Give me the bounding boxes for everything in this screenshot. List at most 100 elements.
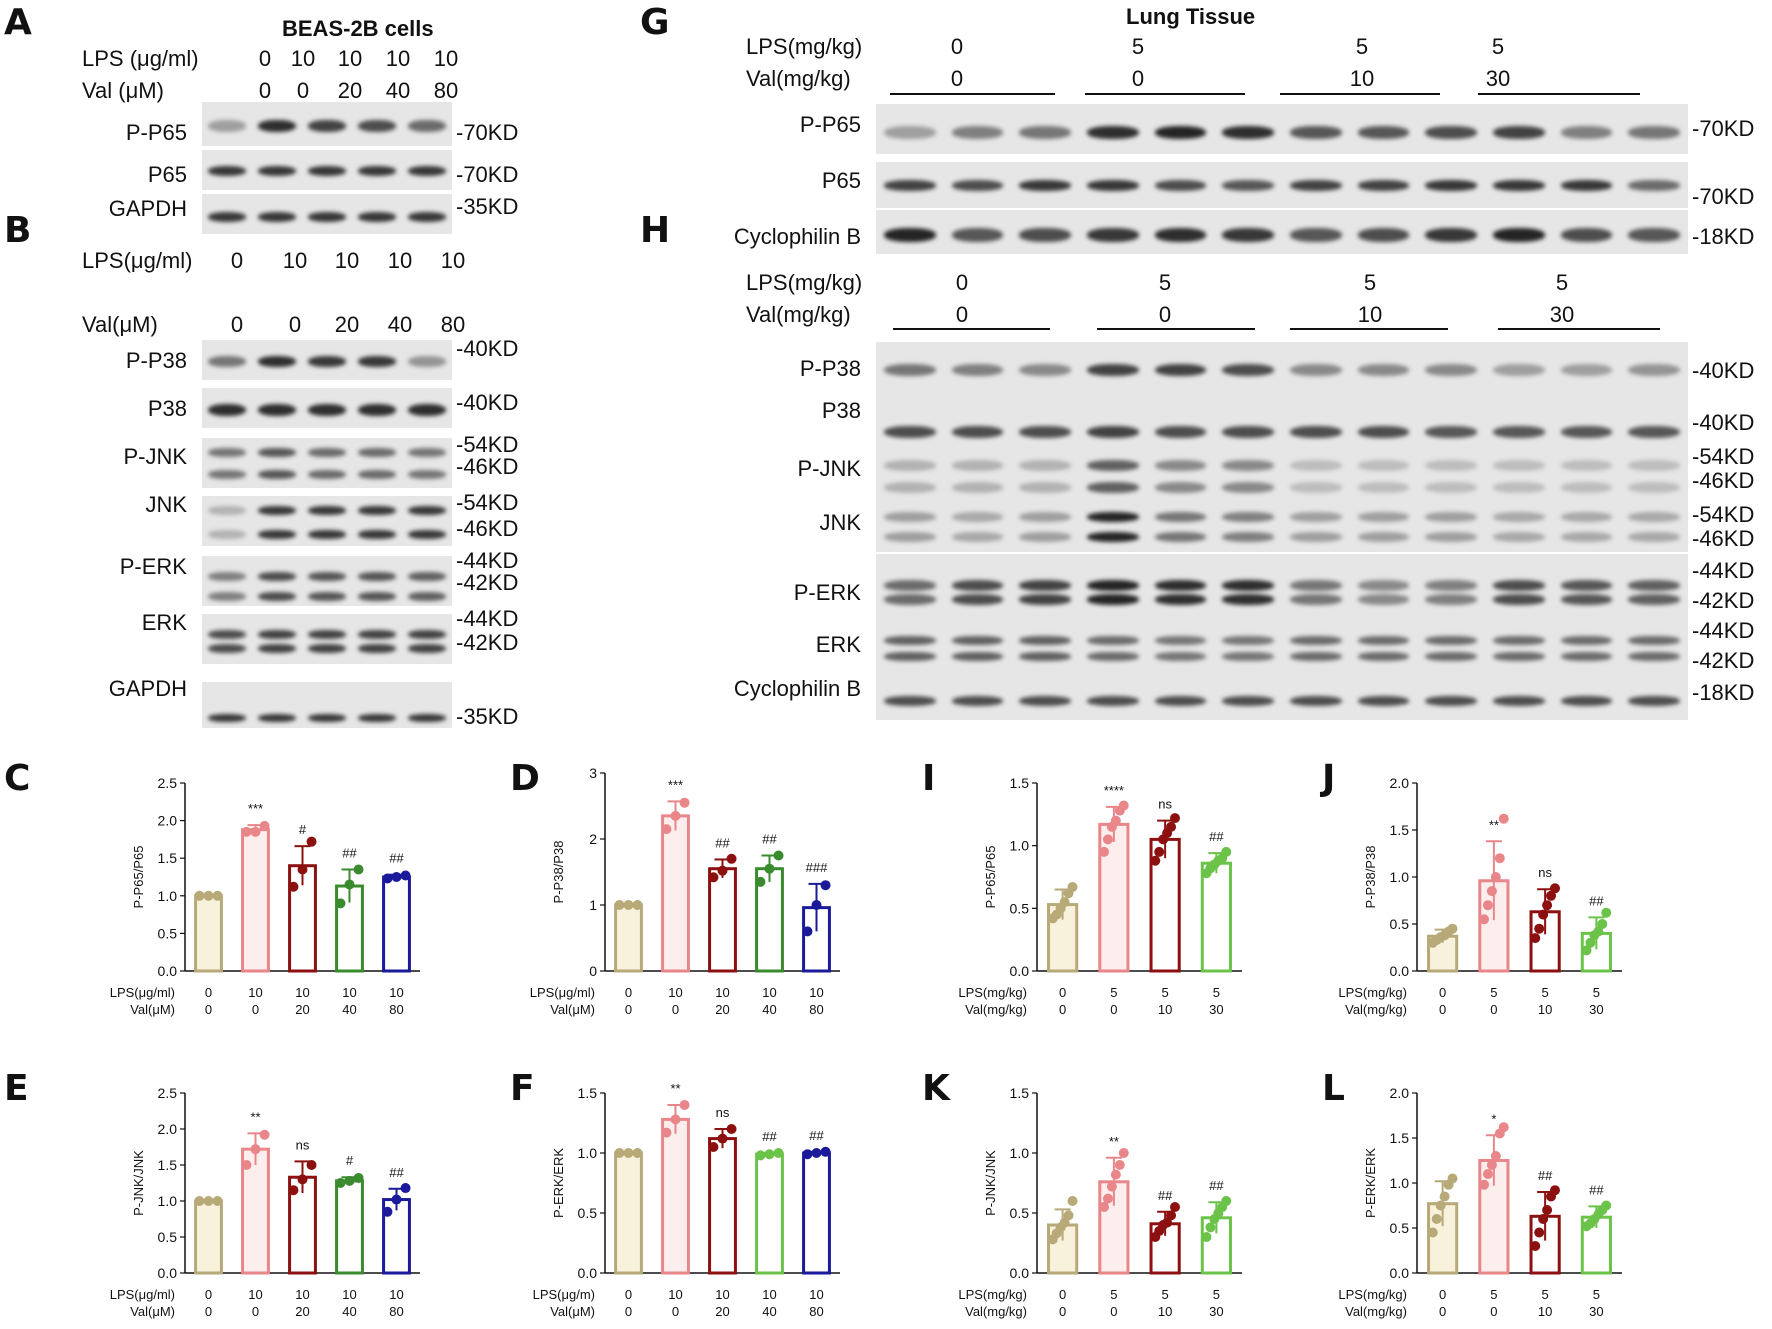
panel-a-blot-strip (202, 102, 452, 146)
data-point (755, 1150, 766, 1161)
panel-h-group-line (1498, 328, 1660, 330)
blot-band (1425, 580, 1477, 591)
blot-band (1560, 636, 1613, 645)
data-point (1067, 1196, 1078, 1206)
blot-band (408, 506, 446, 515)
data-point (717, 1133, 728, 1144)
data-point (1118, 1148, 1129, 1158)
panel-letter-j: J (1322, 758, 1336, 799)
data-point (1498, 813, 1509, 824)
significance-label: ** (250, 1109, 260, 1124)
x-lps-value: 10 (248, 1287, 262, 1302)
blot-band (1019, 594, 1071, 605)
blot-band (1357, 482, 1410, 493)
x-lps-value: 10 (668, 1287, 682, 1302)
x-lps-value: 10 (389, 1287, 403, 1302)
blot-band (1425, 512, 1477, 522)
x-lps-value: 5 (1162, 985, 1169, 1000)
significance-label: ## (762, 832, 777, 847)
bar (708, 1137, 737, 1275)
blot-band (1628, 460, 1680, 471)
data-point (382, 873, 393, 884)
data-point (811, 900, 822, 910)
blot-band (1560, 126, 1613, 139)
blot-band (1154, 228, 1207, 242)
blot-band (1357, 460, 1410, 471)
data-point (1482, 1169, 1493, 1179)
panel-g-blot-label: P65 (821, 168, 861, 193)
blot-band (884, 460, 936, 471)
y-tick-label: 1 (589, 897, 597, 913)
panel-g-lps-value: 5 (1491, 34, 1505, 59)
blot-band (1290, 594, 1342, 605)
blot-band (308, 470, 346, 479)
bar (1149, 1222, 1181, 1275)
panel-b-blot-strip (202, 438, 452, 488)
blot-band (308, 630, 346, 639)
y-tick-label: 0.0 (1010, 963, 1030, 979)
data-point (288, 881, 299, 892)
data-point (1546, 890, 1557, 901)
data-point (623, 1148, 634, 1158)
significance-label: ## (762, 1129, 777, 1144)
data-point (1059, 897, 1070, 908)
blot-band (1493, 512, 1545, 522)
data-point (755, 876, 766, 887)
blot-band (1628, 482, 1680, 493)
x-val-value: 10 (1158, 1002, 1172, 1017)
panel-h-kd-marker: -54KD (1692, 502, 1755, 527)
data-point (1110, 815, 1121, 826)
y-tick-label: 0.0 (1390, 963, 1410, 979)
x-row-label-lps: LPS(μg/ml) (110, 985, 175, 1000)
x-val-value: 0 (1110, 1304, 1117, 1319)
blot-band (1222, 696, 1274, 706)
x-lps-value: 0 (625, 985, 632, 1000)
blot-band (258, 644, 296, 653)
data-point (382, 1206, 393, 1217)
panel-h-blot-strip (876, 446, 1688, 502)
data-point (1106, 1181, 1117, 1192)
panel-h-lps-value: 0 (955, 270, 969, 295)
blot-band (1019, 180, 1071, 191)
data-point (764, 863, 775, 874)
panel-b-blot-label: P-JNK (123, 444, 187, 469)
data-point (259, 1129, 270, 1140)
blot-band (951, 180, 1004, 191)
x-row-label-lps: LPS(μg/m) (533, 1287, 595, 1302)
blot-band (208, 470, 246, 479)
panel-a-val-value: 20 (337, 78, 363, 103)
blot-band (1493, 364, 1545, 376)
x-val-value: 0 (1059, 1304, 1066, 1319)
blot-band (208, 572, 246, 581)
panel-a-val-label: Val (μM) (82, 78, 164, 103)
bar (661, 1117, 690, 1275)
blot-band (1357, 426, 1410, 438)
y-tick-label: 0.0 (578, 1265, 598, 1281)
data-point (1154, 846, 1165, 857)
blot-band (358, 592, 396, 601)
panel-h-blot-label: P-P38 (799, 356, 861, 381)
blot-band (1222, 180, 1274, 191)
bar (241, 828, 270, 973)
blot-band (1087, 580, 1139, 591)
x-val-value: 0 (252, 1002, 259, 1017)
x-lps-value: 5 (1593, 1287, 1600, 1302)
panel-h-blot-strip (876, 620, 1688, 676)
x-lps-value: 10 (295, 985, 309, 1000)
y-tick-label: 0.5 (1010, 900, 1030, 916)
data-point (1205, 1222, 1216, 1233)
x-lps-value: 10 (715, 1287, 729, 1302)
panel-g-blot-label: P-P65 (799, 112, 861, 137)
data-point (1538, 1214, 1549, 1224)
blot-band (1493, 482, 1545, 493)
panel-g-val-value: 0 (1131, 66, 1145, 91)
panel-g-lps-label: LPS(mg/kg) (746, 34, 863, 59)
x-val-value: 30 (1209, 1002, 1223, 1017)
data-point (1169, 813, 1180, 824)
blot-band (1493, 126, 1545, 139)
blot-band (1493, 180, 1545, 191)
data-point (1498, 1122, 1509, 1133)
blot-band (1290, 364, 1342, 376)
panel-b-val-value: 80 (440, 312, 466, 337)
blot-band (884, 696, 936, 706)
